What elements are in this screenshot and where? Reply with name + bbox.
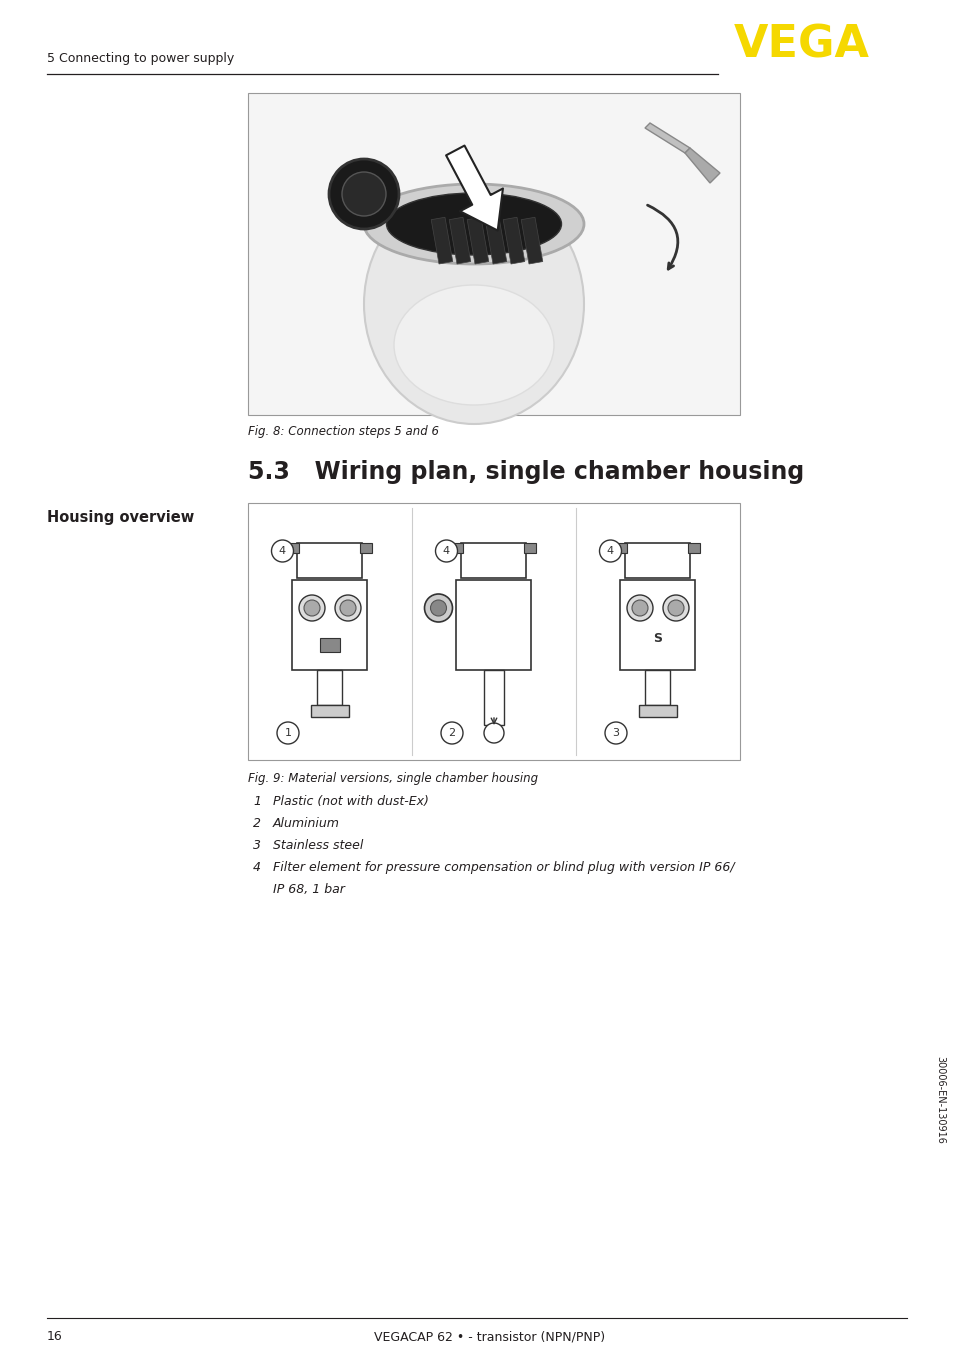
Bar [645, 678, 670, 682]
Circle shape [440, 722, 462, 743]
Circle shape [598, 540, 620, 562]
Bar [451, 543, 463, 552]
Bar [461, 543, 526, 578]
Circle shape [424, 594, 452, 621]
Text: 2: 2 [253, 816, 261, 830]
Bar [688, 543, 700, 552]
Circle shape [667, 600, 683, 616]
Text: 1: 1 [284, 728, 292, 738]
Bar [431, 217, 453, 264]
Bar [293, 580, 367, 670]
Circle shape [483, 723, 503, 743]
Text: 4: 4 [253, 861, 261, 873]
Text: 2: 2 [448, 728, 456, 738]
Bar [319, 638, 339, 653]
Bar [639, 705, 677, 718]
Ellipse shape [386, 194, 561, 255]
Text: VEGA: VEGA [733, 23, 869, 66]
Text: 5.3   Wiring plan, single chamber housing: 5.3 Wiring plan, single chamber housing [248, 460, 803, 483]
Circle shape [298, 594, 325, 621]
Text: S: S [653, 631, 661, 645]
Bar [248, 93, 740, 414]
Text: Stainless steel: Stainless steel [273, 839, 363, 852]
Circle shape [304, 600, 319, 616]
Bar [520, 217, 542, 264]
Bar [287, 543, 299, 552]
Circle shape [604, 722, 626, 743]
Bar [311, 705, 349, 718]
Bar [485, 217, 506, 264]
Text: 5 Connecting to power supply: 5 Connecting to power supply [47, 51, 234, 65]
Bar [248, 502, 740, 760]
Text: 30006-EN-130916: 30006-EN-130916 [934, 1056, 944, 1144]
Bar [524, 543, 536, 552]
Text: Plastic (not with dust-Ex): Plastic (not with dust-Ex) [273, 795, 429, 808]
Bar [467, 217, 488, 264]
Circle shape [626, 594, 652, 621]
Bar [502, 217, 524, 264]
Bar [449, 217, 470, 264]
Polygon shape [684, 148, 720, 183]
Text: 3: 3 [253, 839, 261, 852]
Bar [456, 580, 531, 670]
Bar [619, 580, 695, 670]
Text: Fig. 9: Material versions, single chamber housing: Fig. 9: Material versions, single chambe… [248, 772, 537, 785]
Text: 4: 4 [442, 546, 450, 556]
Bar [317, 670, 342, 705]
Text: VEGACAP 62 • - transistor (NPN/PNP): VEGACAP 62 • - transistor (NPN/PNP) [374, 1330, 605, 1343]
Text: 16: 16 [47, 1330, 63, 1343]
Text: Fig. 8: Connection steps 5 and 6: Fig. 8: Connection steps 5 and 6 [248, 425, 438, 437]
Circle shape [276, 722, 298, 743]
Circle shape [430, 600, 446, 616]
Circle shape [435, 540, 457, 562]
Circle shape [631, 600, 647, 616]
Ellipse shape [364, 184, 583, 264]
Ellipse shape [364, 184, 583, 424]
Circle shape [272, 540, 294, 562]
Bar [645, 682, 670, 686]
FancyArrowPatch shape [446, 146, 502, 230]
Text: 3: 3 [612, 728, 618, 738]
Text: Filter element for pressure compensation or blind plug with version IP 66/: Filter element for pressure compensation… [273, 861, 734, 873]
Circle shape [339, 600, 355, 616]
Text: 4: 4 [606, 546, 614, 556]
Text: 4: 4 [278, 546, 286, 556]
Bar [483, 670, 503, 724]
Ellipse shape [394, 284, 554, 405]
Bar [615, 543, 627, 552]
Text: IP 68, 1 bar: IP 68, 1 bar [273, 883, 345, 896]
Text: Housing overview: Housing overview [47, 510, 194, 525]
Polygon shape [644, 123, 689, 153]
Bar [645, 676, 670, 678]
Bar [297, 543, 362, 578]
Circle shape [335, 594, 360, 621]
Bar [645, 670, 670, 705]
Text: 1: 1 [253, 795, 261, 808]
Bar [360, 543, 372, 552]
Bar [625, 543, 690, 578]
Circle shape [341, 172, 386, 217]
Circle shape [662, 594, 688, 621]
Circle shape [329, 158, 398, 229]
Text: Aluminium: Aluminium [273, 816, 339, 830]
